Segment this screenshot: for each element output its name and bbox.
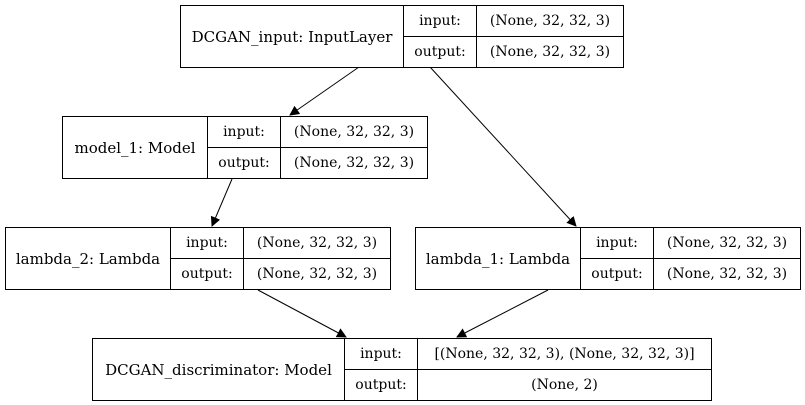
io-labels: input: output:	[581, 228, 654, 289]
node-model-1: model_1: Model input: output: (None, 32,…	[62, 116, 428, 179]
io-labels: input: output:	[171, 228, 244, 289]
input-label: input:	[345, 339, 417, 370]
node-title: DCGAN_discriminator: Model	[93, 339, 345, 400]
edge-lambda-1-to-discriminator	[456, 289, 549, 338]
output-label: output:	[218, 155, 270, 171]
edge-input-to-model-1	[289, 66, 360, 116]
input-label: input:	[404, 6, 476, 37]
input-label: input:	[171, 228, 243, 259]
input-shape: [(None, 32, 32, 3), (None, 32, 32, 3)]	[418, 339, 711, 370]
output-shape: (None, 32, 32, 3)	[666, 266, 788, 282]
output-shape: (None, 32, 32, 3)	[256, 266, 378, 282]
input-label: input:	[581, 228, 653, 259]
io-labels: input: output:	[345, 339, 418, 400]
output-shape: (None, 32, 32, 3)	[293, 155, 415, 171]
edge-lambda-2-to-discriminator	[257, 289, 347, 338]
output-shape: (None, 32, 32, 3)	[489, 44, 611, 60]
input-shape: (None, 32, 32, 3)	[477, 6, 623, 37]
node-title: DCGAN_input: InputLayer	[181, 6, 404, 67]
io-values: [(None, 32, 32, 3), (None, 32, 32, 3)] (…	[418, 339, 711, 400]
node-title: lambda_1: Lambda	[416, 228, 581, 289]
input-shape: (None, 32, 32, 3)	[244, 228, 390, 259]
node-dcgan-discriminator: DCGAN_discriminator: Model input: output…	[92, 338, 712, 401]
node-lambda-2: lambda_2: Lambda input: output: (None, 3…	[5, 227, 391, 290]
io-values: (None, 32, 32, 3) (None, 32, 32, 3)	[654, 228, 800, 289]
edge-model-1-to-lambda-2	[210, 178, 233, 227]
io-labels: input: output:	[208, 117, 281, 178]
input-label: input:	[208, 117, 280, 148]
output-label: output:	[181, 266, 233, 282]
io-values: (None, 32, 32, 3) (None, 32, 32, 3)	[281, 117, 427, 178]
node-title: lambda_2: Lambda	[6, 228, 171, 289]
node-lambda-1: lambda_1: Lambda input: output: (None, 3…	[415, 227, 801, 290]
edge-input-to-lambda-1	[429, 66, 577, 227]
node-dcgan-input: DCGAN_input: InputLayer input: output: (…	[180, 5, 624, 68]
output-label: output:	[355, 377, 407, 393]
output-shape: (None, 2)	[531, 377, 598, 393]
input-shape: (None, 32, 32, 3)	[654, 228, 800, 259]
io-values: (None, 32, 32, 3) (None, 32, 32, 3)	[477, 6, 623, 67]
io-labels: input: output:	[404, 6, 477, 67]
input-shape: (None, 32, 32, 3)	[281, 117, 427, 148]
output-label: output:	[591, 266, 643, 282]
node-title: model_1: Model	[63, 117, 208, 178]
io-values: (None, 32, 32, 3) (None, 32, 32, 3)	[244, 228, 390, 289]
output-label: output:	[414, 44, 466, 60]
